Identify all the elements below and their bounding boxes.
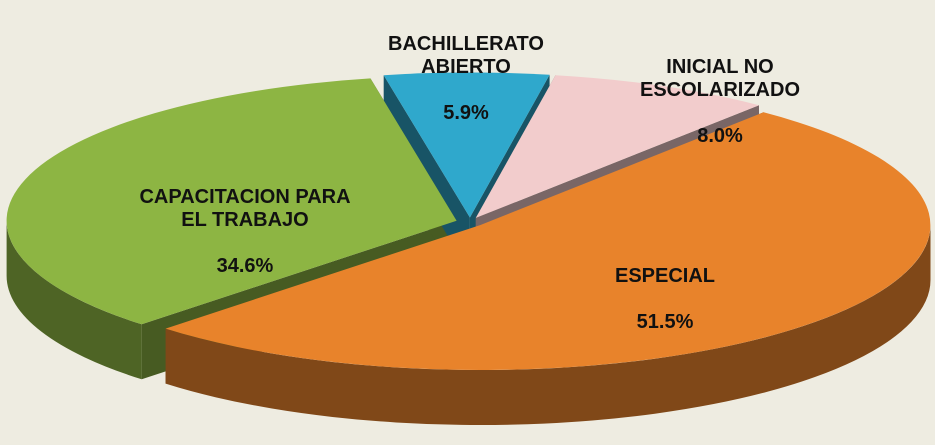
slice xyxy=(383,72,550,218)
category-label: ESPECIAL xyxy=(614,265,716,287)
slice xyxy=(165,112,931,370)
slice-wall xyxy=(165,225,931,426)
slice xyxy=(6,78,457,325)
category-label: CAPACITACION PARA EL TRABAJO xyxy=(139,186,351,231)
value-label: 51.5% xyxy=(636,311,694,333)
slice-label: INICIAL NO ESCOLARIZADO 8.0% xyxy=(640,33,800,171)
category-label: INICIAL NO ESCOLARIZADO xyxy=(640,56,800,101)
slice-wall xyxy=(6,220,142,380)
slice xyxy=(475,75,759,218)
category-label: BACHILLERATO ABIERTO xyxy=(388,33,544,78)
value-label: 34.6% xyxy=(216,255,274,277)
value-label: 5.9% xyxy=(443,102,489,124)
slice-label: ESPECIAL 51.5% xyxy=(615,242,715,357)
value-label: 8.0% xyxy=(697,125,743,147)
slice-label: CAPACITACION PARA EL TRABAJO 34.6% xyxy=(139,163,350,301)
slice-label: BACHILLERATO ABIERTO 5.9% xyxy=(388,10,544,148)
